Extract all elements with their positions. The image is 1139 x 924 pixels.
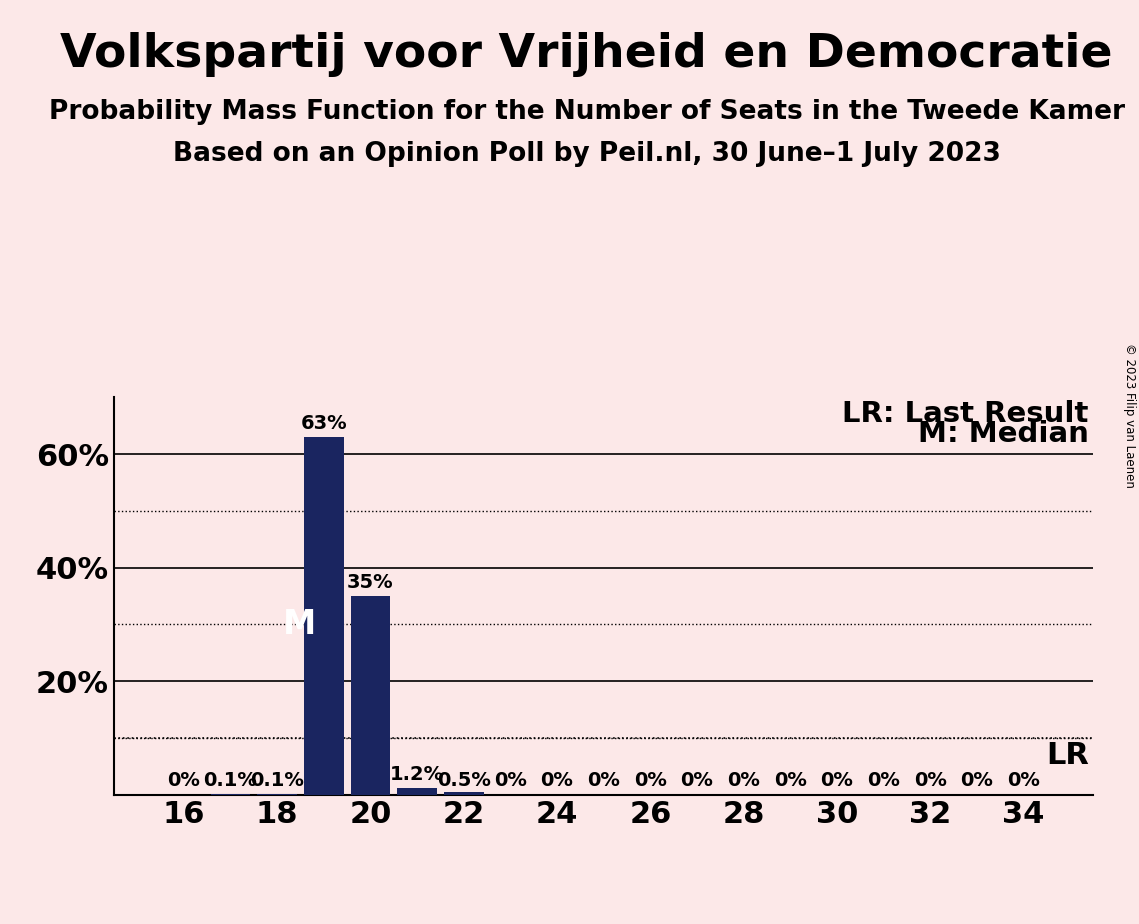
Text: 0%: 0% xyxy=(727,772,760,790)
Text: 0%: 0% xyxy=(680,772,713,790)
Text: 63%: 63% xyxy=(301,414,347,433)
Text: M: M xyxy=(282,608,317,641)
Bar xyxy=(351,596,391,795)
Text: 35%: 35% xyxy=(347,573,394,592)
Text: 0%: 0% xyxy=(913,772,947,790)
Text: 0%: 0% xyxy=(867,772,900,790)
Text: 0%: 0% xyxy=(960,772,993,790)
Bar xyxy=(398,788,437,795)
Text: 1.2%: 1.2% xyxy=(390,765,444,784)
Text: LR: LR xyxy=(1046,741,1089,770)
Text: Based on an Opinion Poll by Peil.nl, 30 June–1 July 2023: Based on an Opinion Poll by Peil.nl, 30 … xyxy=(173,141,1000,167)
Text: © 2023 Filip van Laenen: © 2023 Filip van Laenen xyxy=(1123,344,1137,488)
Text: 0%: 0% xyxy=(820,772,853,790)
Text: 0%: 0% xyxy=(773,772,806,790)
Bar xyxy=(444,792,484,795)
Text: 0.1%: 0.1% xyxy=(204,772,257,790)
Text: 0%: 0% xyxy=(167,772,200,790)
Bar xyxy=(304,437,344,795)
Text: 0%: 0% xyxy=(588,772,620,790)
Text: 0.1%: 0.1% xyxy=(251,772,304,790)
Text: 0%: 0% xyxy=(494,772,527,790)
Text: M: Median: M: Median xyxy=(918,420,1089,448)
Text: Volkspartij voor Vrijheid en Democratie: Volkspartij voor Vrijheid en Democratie xyxy=(60,32,1113,78)
Text: 0%: 0% xyxy=(634,772,666,790)
Text: LR: Last Result: LR: Last Result xyxy=(843,400,1089,428)
Text: 0%: 0% xyxy=(1007,772,1040,790)
Text: 0%: 0% xyxy=(541,772,573,790)
Text: Probability Mass Function for the Number of Seats in the Tweede Kamer: Probability Mass Function for the Number… xyxy=(49,99,1124,125)
Text: 0.5%: 0.5% xyxy=(436,772,491,790)
